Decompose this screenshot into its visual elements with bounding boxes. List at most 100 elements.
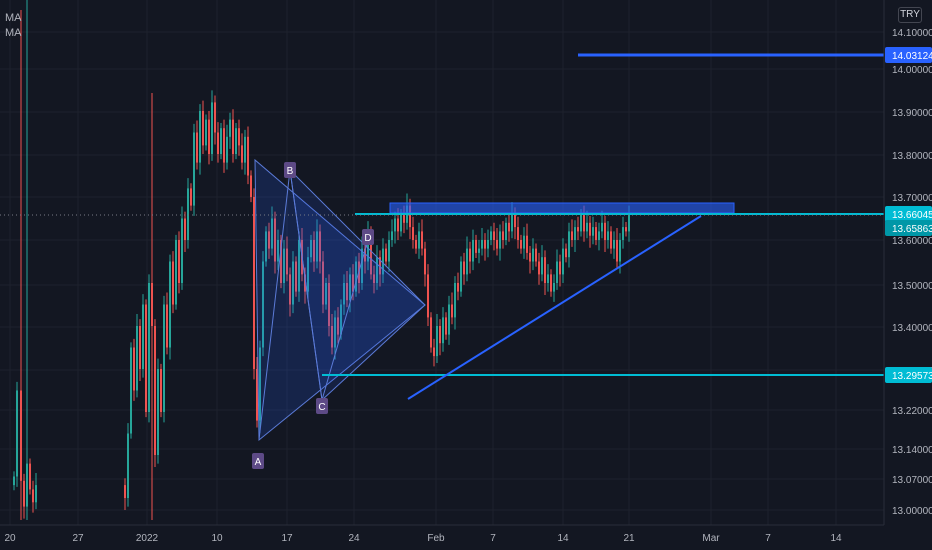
candle — [439, 319, 441, 356]
price-tick-label: 13.80000 — [892, 151, 932, 162]
candle-body — [208, 119, 210, 154]
candle — [415, 234, 417, 254]
candle-body — [145, 304, 147, 412]
candle — [469, 241, 471, 274]
candle — [217, 122, 219, 163]
candle — [574, 220, 576, 253]
currency-button[interactable]: TRY — [898, 7, 922, 23]
candle-body — [601, 222, 603, 232]
candle-body — [565, 248, 567, 258]
candle-body — [328, 283, 330, 326]
candle — [625, 221, 627, 237]
time-axis[interactable]: 20 27 2022 10 17 24 Feb 7 14 21 Mar 7 14 — [0, 524, 932, 550]
price-label-text: 13.65863 — [892, 224, 932, 235]
candle-body — [481, 240, 483, 249]
candle-body — [424, 248, 426, 275]
candle-body — [619, 240, 621, 262]
candle-body — [379, 257, 381, 275]
candle — [226, 124, 228, 170]
candle — [322, 251, 324, 314]
candle-body — [418, 231, 420, 249]
candle — [202, 100, 204, 154]
candle — [145, 299, 147, 418]
candle — [139, 319, 141, 382]
candle-body — [427, 274, 429, 318]
candle — [466, 236, 468, 282]
candle — [250, 170, 252, 203]
candle — [241, 133, 243, 170]
candle — [160, 363, 162, 418]
candle-body — [538, 261, 540, 275]
candle — [484, 233, 486, 261]
candle-body — [508, 222, 510, 232]
candle-body — [370, 231, 372, 275]
candle — [214, 95, 216, 145]
pattern-point-label: D — [364, 233, 371, 244]
candle-body — [199, 111, 201, 163]
pattern-point-label: C — [318, 402, 325, 413]
candle — [286, 236, 288, 282]
chart-drawings[interactable]: A B C D — [0, 53, 884, 469]
price-label-text: 13.66045 — [892, 210, 932, 221]
candle — [229, 112, 231, 149]
candle-body — [595, 227, 597, 240]
candle-body — [265, 231, 267, 262]
candle-body — [313, 240, 315, 262]
candle — [613, 231, 615, 259]
candle-body — [364, 248, 366, 262]
candle-body — [367, 231, 369, 262]
candle-body — [349, 274, 351, 301]
ma-legend-1[interactable]: MA — [5, 12, 22, 24]
time-tick-label: 7 — [490, 533, 496, 544]
pattern-triangle-xab — [254, 158, 426, 442]
candle — [35, 473, 37, 510]
time-tick-label: Feb — [427, 533, 445, 544]
candle — [184, 211, 186, 253]
candle-body — [451, 304, 453, 318]
ascending-trendline — [407, 215, 702, 400]
candle — [430, 312, 432, 353]
candle-body — [154, 326, 156, 455]
candle — [526, 223, 528, 260]
ma-legend-2[interactable]: MA — [5, 27, 22, 39]
candle-body — [277, 240, 279, 262]
candle-body — [142, 304, 144, 369]
time-tick-label: 21 — [623, 533, 635, 544]
candle — [187, 178, 189, 249]
candle-body — [484, 240, 486, 249]
candle — [607, 221, 609, 249]
price-label-bg — [885, 367, 932, 383]
candle — [448, 295, 450, 345]
candle — [274, 211, 276, 274]
candle — [265, 226, 267, 267]
candle — [562, 238, 564, 283]
candle — [355, 256, 357, 297]
candle-body — [535, 248, 537, 262]
candle-body — [229, 119, 231, 137]
candle — [436, 313, 438, 363]
candle-body — [586, 222, 588, 232]
candle — [475, 234, 477, 259]
candle — [523, 227, 525, 259]
candle-body — [286, 248, 288, 275]
candle-body — [502, 231, 504, 240]
candle — [442, 307, 444, 352]
candle-body — [235, 128, 237, 154]
candle — [589, 215, 591, 248]
candle-body — [283, 248, 285, 283]
candle — [16, 381, 18, 487]
candle-body — [280, 240, 282, 283]
candle — [331, 313, 333, 355]
candle-body — [463, 261, 465, 275]
price-axis[interactable]: 14.10000 14.00000 13.90000 13.80000 13.70000… — [883, 0, 932, 525]
price-tick-label: 13.40000 — [892, 323, 932, 334]
candle-body — [250, 175, 252, 197]
candle-body — [298, 240, 300, 292]
candle — [325, 277, 327, 310]
candle — [292, 251, 294, 314]
candle — [346, 270, 348, 308]
candle — [496, 227, 498, 256]
candle — [472, 229, 474, 271]
candle — [379, 250, 381, 287]
